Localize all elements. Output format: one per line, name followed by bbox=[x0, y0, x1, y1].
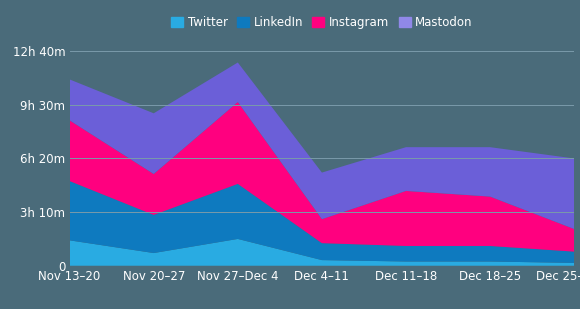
Legend: Twitter, LinkedIn, Instagram, Mastodon: Twitter, LinkedIn, Instagram, Mastodon bbox=[171, 16, 473, 29]
